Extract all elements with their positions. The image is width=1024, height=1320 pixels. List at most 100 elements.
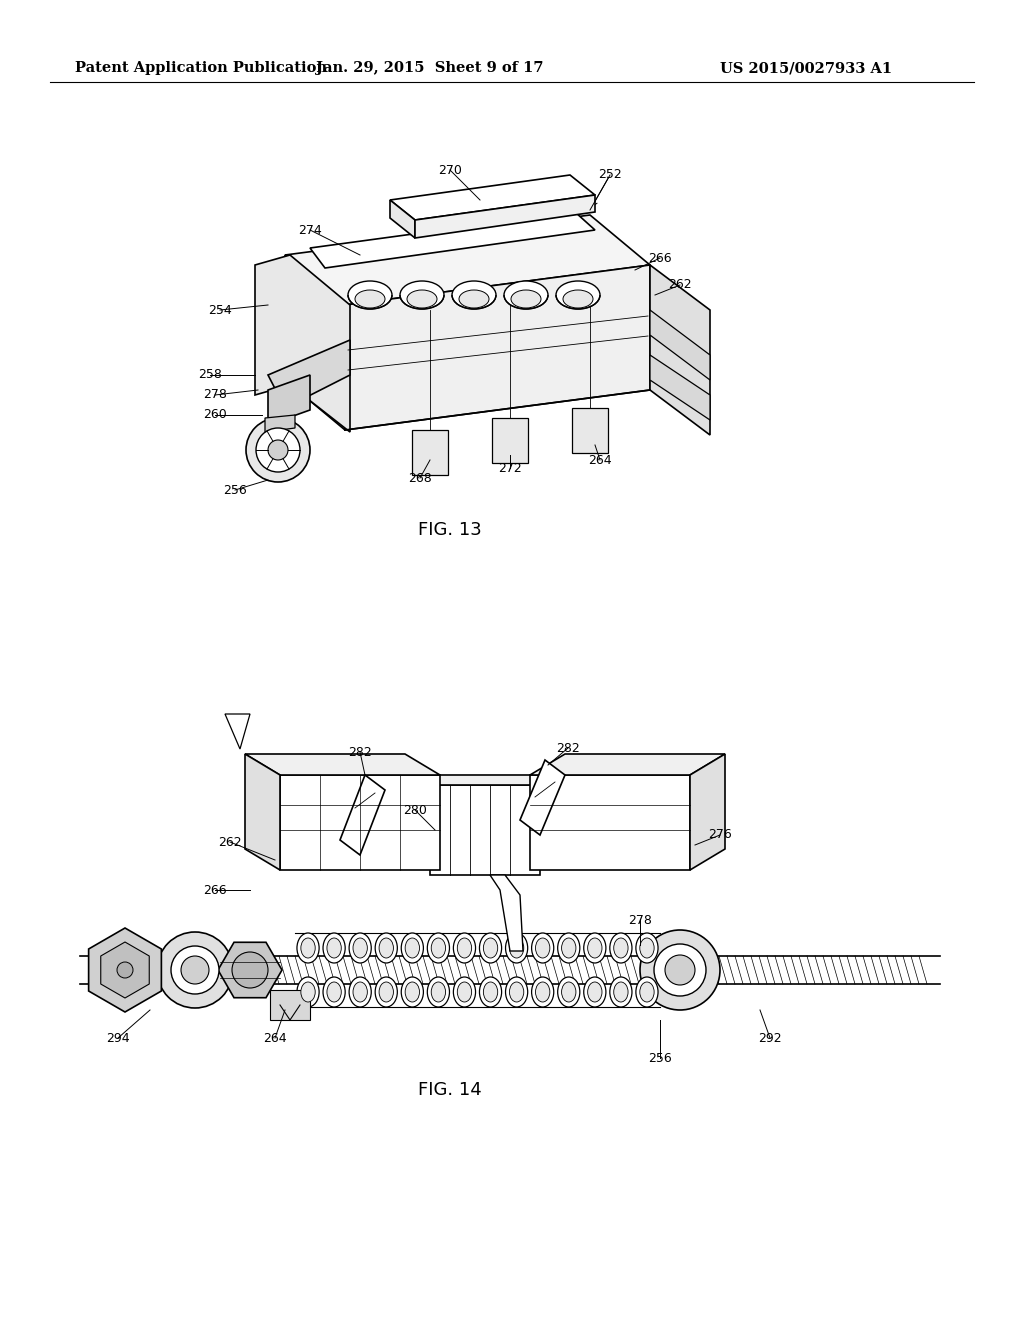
Text: FIG. 13: FIG. 13 [418, 521, 482, 539]
Text: 278: 278 [628, 913, 652, 927]
Polygon shape [225, 714, 250, 748]
Ellipse shape [349, 933, 372, 964]
Ellipse shape [353, 939, 368, 958]
Text: 266: 266 [203, 883, 226, 896]
Ellipse shape [301, 939, 315, 958]
Ellipse shape [406, 982, 420, 1002]
Polygon shape [285, 215, 650, 305]
Polygon shape [650, 310, 710, 380]
Text: 272: 272 [498, 462, 522, 474]
Circle shape [157, 932, 233, 1008]
Ellipse shape [584, 933, 606, 964]
Ellipse shape [323, 977, 345, 1007]
Ellipse shape [613, 939, 628, 958]
Polygon shape [285, 255, 345, 430]
Text: 258: 258 [198, 368, 222, 381]
Ellipse shape [588, 939, 602, 958]
Ellipse shape [353, 982, 368, 1002]
Ellipse shape [479, 977, 502, 1007]
Ellipse shape [348, 281, 392, 309]
Text: 278: 278 [203, 388, 227, 401]
Ellipse shape [297, 933, 319, 964]
Ellipse shape [610, 933, 632, 964]
Ellipse shape [509, 939, 524, 958]
Ellipse shape [427, 933, 450, 964]
Text: 280: 280 [403, 804, 427, 817]
Ellipse shape [506, 977, 527, 1007]
Polygon shape [280, 775, 440, 870]
Ellipse shape [511, 290, 541, 308]
Ellipse shape [431, 939, 445, 958]
Polygon shape [415, 195, 595, 238]
Text: 264: 264 [588, 454, 611, 466]
Polygon shape [100, 942, 150, 998]
Ellipse shape [458, 982, 472, 1002]
Ellipse shape [531, 977, 554, 1007]
Polygon shape [490, 875, 523, 950]
Ellipse shape [452, 281, 496, 309]
Text: 276: 276 [709, 829, 732, 842]
Ellipse shape [459, 290, 489, 308]
Polygon shape [340, 775, 385, 855]
Polygon shape [690, 754, 725, 870]
Ellipse shape [379, 939, 393, 958]
Ellipse shape [640, 982, 654, 1002]
Ellipse shape [483, 939, 498, 958]
Text: US 2015/0027933 A1: US 2015/0027933 A1 [720, 61, 892, 75]
Polygon shape [520, 760, 565, 836]
Ellipse shape [327, 939, 341, 958]
Ellipse shape [355, 290, 385, 308]
Ellipse shape [401, 933, 423, 964]
Polygon shape [530, 754, 725, 775]
Text: 252: 252 [598, 169, 622, 181]
Ellipse shape [504, 281, 548, 309]
Polygon shape [430, 785, 540, 875]
Text: 274: 274 [298, 223, 322, 236]
Polygon shape [245, 754, 280, 870]
Ellipse shape [509, 982, 524, 1002]
Ellipse shape [454, 933, 475, 964]
Ellipse shape [407, 290, 437, 308]
Ellipse shape [375, 933, 397, 964]
Ellipse shape [297, 977, 319, 1007]
Polygon shape [268, 341, 350, 408]
Circle shape [654, 944, 706, 997]
Ellipse shape [556, 281, 600, 309]
Polygon shape [650, 355, 710, 420]
Ellipse shape [483, 982, 498, 1002]
Text: 268: 268 [409, 471, 432, 484]
Text: Jan. 29, 2015  Sheet 9 of 17: Jan. 29, 2015 Sheet 9 of 17 [316, 61, 544, 75]
Ellipse shape [584, 977, 606, 1007]
Polygon shape [245, 754, 440, 775]
Circle shape [181, 956, 209, 983]
Text: 256: 256 [223, 483, 247, 496]
Polygon shape [390, 176, 595, 220]
Ellipse shape [636, 977, 658, 1007]
Text: Patent Application Publication: Patent Application Publication [75, 61, 327, 75]
Ellipse shape [349, 977, 372, 1007]
Text: 254: 254 [208, 304, 231, 317]
Ellipse shape [640, 939, 654, 958]
Circle shape [268, 440, 288, 459]
Text: 262: 262 [669, 279, 692, 292]
Polygon shape [420, 775, 540, 785]
Ellipse shape [479, 933, 502, 964]
Ellipse shape [610, 977, 632, 1007]
Ellipse shape [536, 982, 550, 1002]
Polygon shape [270, 990, 310, 1020]
Polygon shape [412, 430, 449, 475]
Ellipse shape [406, 939, 420, 958]
Text: FIG. 14: FIG. 14 [418, 1081, 482, 1100]
Ellipse shape [636, 933, 658, 964]
Text: 294: 294 [106, 1031, 130, 1044]
Ellipse shape [454, 977, 475, 1007]
Polygon shape [218, 942, 282, 998]
Polygon shape [492, 418, 528, 463]
Polygon shape [390, 201, 415, 238]
Ellipse shape [531, 933, 554, 964]
Text: 292: 292 [758, 1031, 781, 1044]
Circle shape [246, 418, 310, 482]
Ellipse shape [458, 939, 472, 958]
Ellipse shape [427, 977, 450, 1007]
Ellipse shape [561, 982, 575, 1002]
